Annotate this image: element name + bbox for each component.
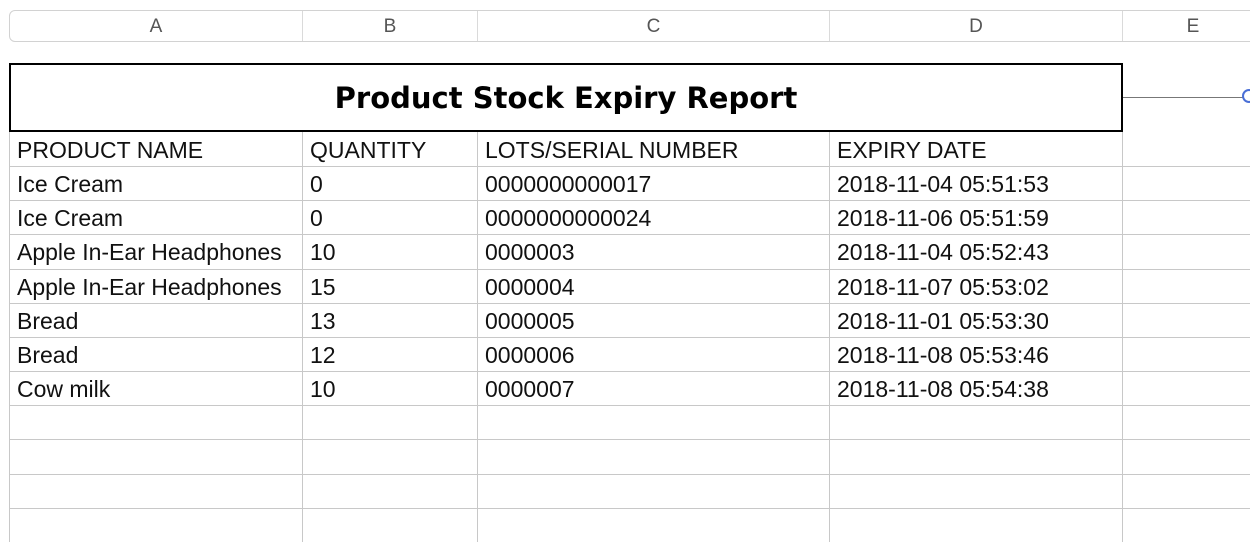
column-header-bar: A B C D E <box>9 10 1250 42</box>
cell-expiry-date[interactable]: 2018-11-04 05:52:43 <box>837 239 1049 265</box>
cell-lot-number[interactable]: 0000003 <box>485 239 575 265</box>
cell-product-name[interactable]: Bread <box>17 308 79 334</box>
grid-line <box>9 405 1250 406</box>
header-expiry-date[interactable]: EXPIRY DATE <box>837 137 987 163</box>
grid-line <box>9 508 1250 509</box>
cell-expiry-date[interactable]: 2018-11-08 05:54:38 <box>837 376 1049 402</box>
column-header-c[interactable]: C <box>478 11 830 41</box>
header-product-name[interactable]: PRODUCT NAME <box>17 137 204 163</box>
grid-line <box>9 200 1250 201</box>
selection-handle-icon[interactable] <box>1242 89 1250 103</box>
column-header-d[interactable]: D <box>830 11 1123 41</box>
grid-line <box>9 166 1250 167</box>
header-quantity[interactable]: QUANTITY <box>310 137 427 163</box>
column-header-a[interactable]: A <box>10 11 303 41</box>
header-lots-serial-number[interactable]: LOTS/SERIAL NUMBER <box>485 137 739 163</box>
cell-quantity[interactable]: 15 <box>310 274 336 300</box>
cell-quantity[interactable]: 0 <box>310 171 323 197</box>
grid-line <box>9 269 1250 270</box>
grid-line <box>9 303 1250 304</box>
connector-line <box>1123 97 1250 98</box>
cell-expiry-date[interactable]: 2018-11-08 05:53:46 <box>837 342 1049 368</box>
cell-product-name[interactable]: Apple In-Ear Headphones <box>17 274 282 300</box>
cell-expiry-date[interactable]: 2018-11-04 05:51:53 <box>837 171 1049 197</box>
cell-lot-number[interactable]: 0000004 <box>485 274 575 300</box>
cell-expiry-date[interactable]: 2018-11-06 05:51:59 <box>837 205 1049 231</box>
cell-product-name[interactable]: Bread <box>17 342 79 368</box>
cell-product-name[interactable]: Apple In-Ear Headphones <box>17 239 282 265</box>
cell-product-name[interactable]: Ice Cream <box>17 171 124 197</box>
grid-line <box>9 474 1250 475</box>
cell-product-name[interactable]: Cow milk <box>17 376 111 402</box>
cell-quantity[interactable]: 12 <box>310 342 336 368</box>
cell-lot-number[interactable]: 0000006 <box>485 342 575 368</box>
grid-line <box>9 371 1250 372</box>
grid-line <box>9 234 1250 235</box>
cell-quantity[interactable]: 0 <box>310 205 323 231</box>
cell-quantity[interactable]: 13 <box>310 308 336 334</box>
cell-lot-number[interactable]: 0000007 <box>485 376 575 402</box>
report-title[interactable]: Product Stock Expiry Report <box>9 63 1123 132</box>
column-header-e[interactable]: E <box>1186 16 1200 37</box>
grid-line <box>1122 63 1123 542</box>
cell-lot-number[interactable]: 0000005 <box>485 308 575 334</box>
cell-product-name[interactable]: Ice Cream <box>17 205 124 231</box>
grid-line <box>9 439 1250 440</box>
cell-lot-number[interactable]: 0000000000024 <box>485 205 652 231</box>
cell-quantity[interactable]: 10 <box>310 376 336 402</box>
cell-expiry-date[interactable]: 2018-11-07 05:53:02 <box>837 274 1049 300</box>
cell-expiry-date[interactable]: 2018-11-01 05:53:30 <box>837 308 1049 334</box>
cell-quantity[interactable]: 10 <box>310 239 336 265</box>
column-header-b[interactable]: B <box>303 11 478 41</box>
cell-lot-number[interactable]: 0000000000017 <box>485 171 652 197</box>
grid-line <box>9 337 1250 338</box>
